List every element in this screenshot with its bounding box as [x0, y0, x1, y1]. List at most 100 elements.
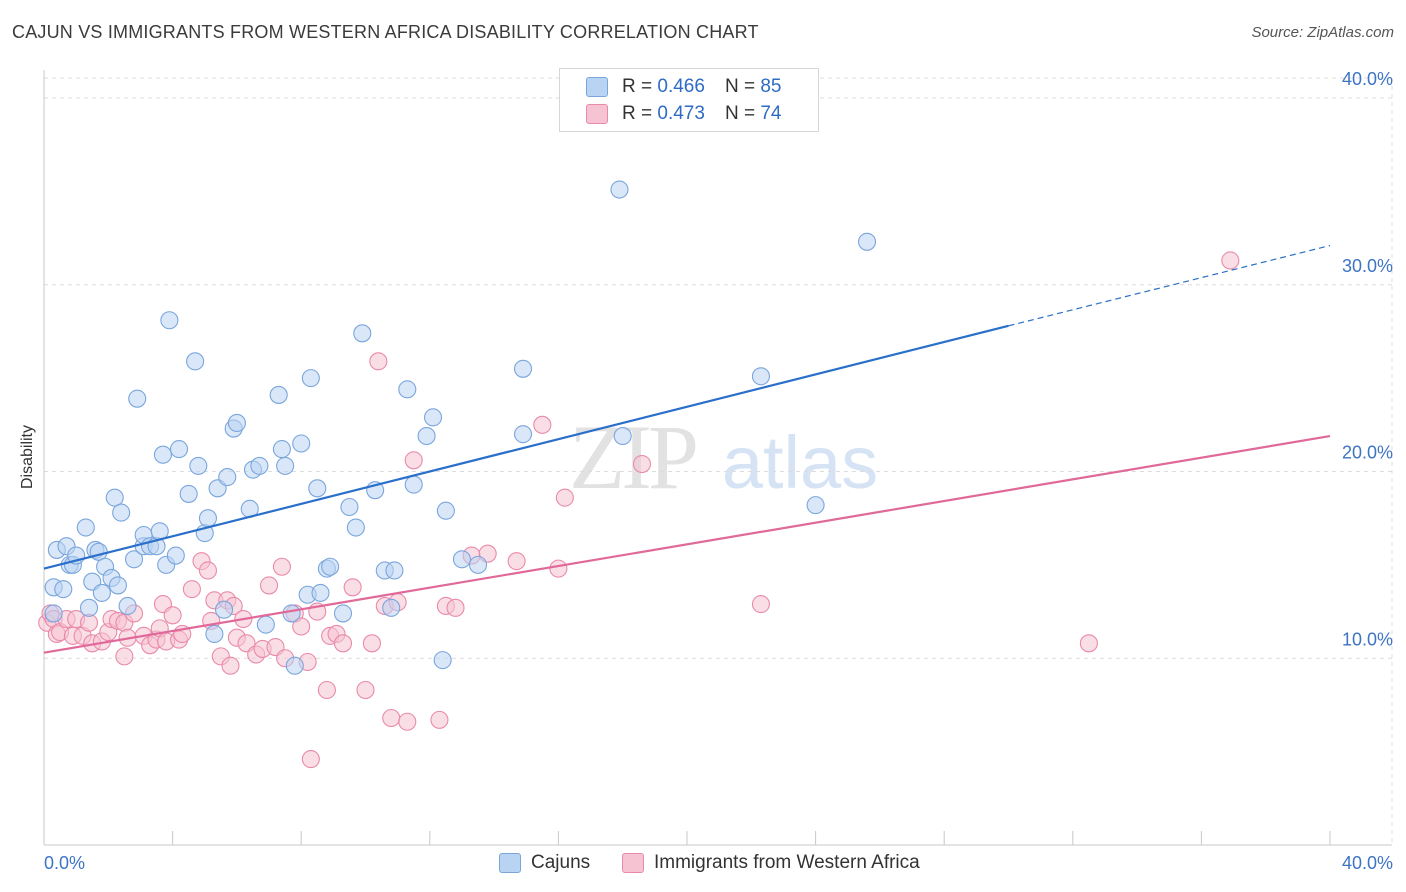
- legend-n-value: 74: [760, 103, 782, 124]
- y-tick-label: 30.0%: [1342, 256, 1393, 276]
- cajun-point: [269, 385, 288, 404]
- immigrant-point: [115, 647, 134, 666]
- source-credit: Source: ZipAtlas.com: [1251, 24, 1394, 41]
- y-tick-labels: 10.0% 20.0% 30.0% 40.0%: [1342, 69, 1393, 649]
- bottom-legend-cajuns: Cajuns: [499, 852, 590, 874]
- cajun-point: [404, 475, 423, 494]
- immigrant-point: [292, 617, 311, 636]
- immigrant-point: [404, 451, 423, 470]
- chart-title: CAJUN VS IMMIGRANTS FROM WESTERN AFRICA …: [12, 22, 759, 42]
- cajun-point: [250, 456, 269, 475]
- cajun-point: [118, 596, 137, 616]
- y-tick-label: 10.0%: [1342, 629, 1393, 649]
- bottom-legend-immigrants: Immigrants from Western Africa: [622, 852, 920, 874]
- cajun-point: [513, 359, 533, 378]
- legend-r-label: R =: [622, 103, 653, 124]
- cajun-point: [398, 380, 417, 399]
- x-tick-label-max: 40.0%: [1342, 853, 1393, 873]
- y-axis-label: Disability: [19, 424, 36, 490]
- cajun-point: [311, 583, 330, 602]
- cajun-point: [751, 367, 770, 386]
- cajun-trend-extension: [1008, 244, 1331, 327]
- cajun-point: [292, 434, 311, 453]
- x-ticks: [43, 831, 1331, 845]
- cajun-point: [610, 180, 629, 199]
- bottom-legend: Cajuns Immigrants from Western Africa: [0, 852, 1406, 878]
- legend-n-label: N =: [724, 76, 756, 97]
- immigrant-point: [301, 750, 320, 769]
- bottom-legend-swatch-blue: [499, 853, 521, 873]
- cajun-point: [468, 555, 488, 574]
- y-tick-label: 20.0%: [1342, 443, 1393, 463]
- data-points: [38, 180, 1240, 769]
- legend-n-value: 85: [760, 76, 782, 97]
- trend-lines: [43, 244, 1331, 654]
- cajun-point: [105, 488, 124, 507]
- cajun-point: [276, 456, 295, 475]
- cajun-point: [321, 557, 340, 576]
- immigrant-point: [182, 580, 201, 599]
- cajun-point: [513, 425, 533, 444]
- y-tick-label: 40.0%: [1342, 69, 1393, 89]
- cajun-point: [218, 468, 237, 487]
- immigrant-point: [632, 454, 652, 474]
- immigrant-point: [1079, 634, 1098, 653]
- legend-r-label: R =: [622, 76, 653, 97]
- cajun-point: [613, 426, 632, 446]
- cajun-point: [308, 479, 327, 498]
- immigrant-point: [533, 415, 552, 434]
- axes: [43, 70, 1393, 846]
- grid-lines: [44, 77, 1392, 659]
- immigrant-point: [333, 634, 353, 653]
- legend-row-immigrants: R = 0.473 N = 74: [586, 102, 781, 126]
- cajun-point: [256, 615, 275, 634]
- cajun-point: [198, 509, 218, 528]
- immigrant-point: [751, 595, 770, 614]
- cajun-point: [124, 550, 144, 569]
- legend-n-label: N =: [724, 103, 756, 124]
- cajun-point: [452, 550, 472, 569]
- cajun-point: [153, 445, 173, 464]
- cajun-point: [857, 232, 877, 251]
- cajun-point: [285, 656, 304, 675]
- legend-swatch-blue: [586, 77, 608, 97]
- cajun-point: [92, 583, 111, 602]
- cajun-point: [108, 576, 127, 595]
- immigrant-point: [382, 708, 401, 728]
- watermark-zip: ZIP: [569, 406, 696, 508]
- cajun-point: [340, 497, 359, 517]
- watermark: ZIP atlas: [569, 406, 878, 508]
- cajun-point: [436, 501, 455, 520]
- cajun-point: [333, 604, 353, 623]
- cajun-point: [227, 413, 246, 433]
- cajun-point: [423, 408, 443, 427]
- immigrant-point: [507, 552, 526, 571]
- immigrant-point: [343, 578, 362, 597]
- cajun-point: [214, 600, 234, 619]
- cajun-point: [385, 561, 404, 580]
- cajun-point: [166, 546, 185, 565]
- immigrant-point: [549, 559, 568, 578]
- cajun-point: [272, 440, 291, 459]
- bottom-legend-label: Immigrants from Western Africa: [654, 852, 920, 873]
- cajun-point: [205, 624, 224, 644]
- immigrant-point: [317, 680, 336, 700]
- cajun-point: [301, 369, 320, 388]
- immigrant-point: [163, 606, 182, 625]
- cajun-point: [79, 598, 99, 617]
- immigrant-point: [430, 710, 449, 729]
- legend-swatch-pink: [586, 104, 608, 124]
- cajun-point: [382, 598, 401, 617]
- immigrant-point: [259, 576, 279, 595]
- cajun-point: [806, 496, 825, 515]
- immigrant-point: [1221, 251, 1240, 270]
- cajun-point: [44, 604, 63, 623]
- immigrant-point: [369, 352, 388, 371]
- x-tick-label-min: 0.0%: [44, 853, 85, 873]
- cajun-point: [76, 518, 95, 537]
- cajun-point: [346, 518, 365, 537]
- legend-row-cajuns: R = 0.466 N = 85: [586, 75, 781, 99]
- legend: R = 0.466 N = 85 R = 0.473 N = 74: [559, 68, 819, 132]
- immigrant-point: [272, 557, 291, 576]
